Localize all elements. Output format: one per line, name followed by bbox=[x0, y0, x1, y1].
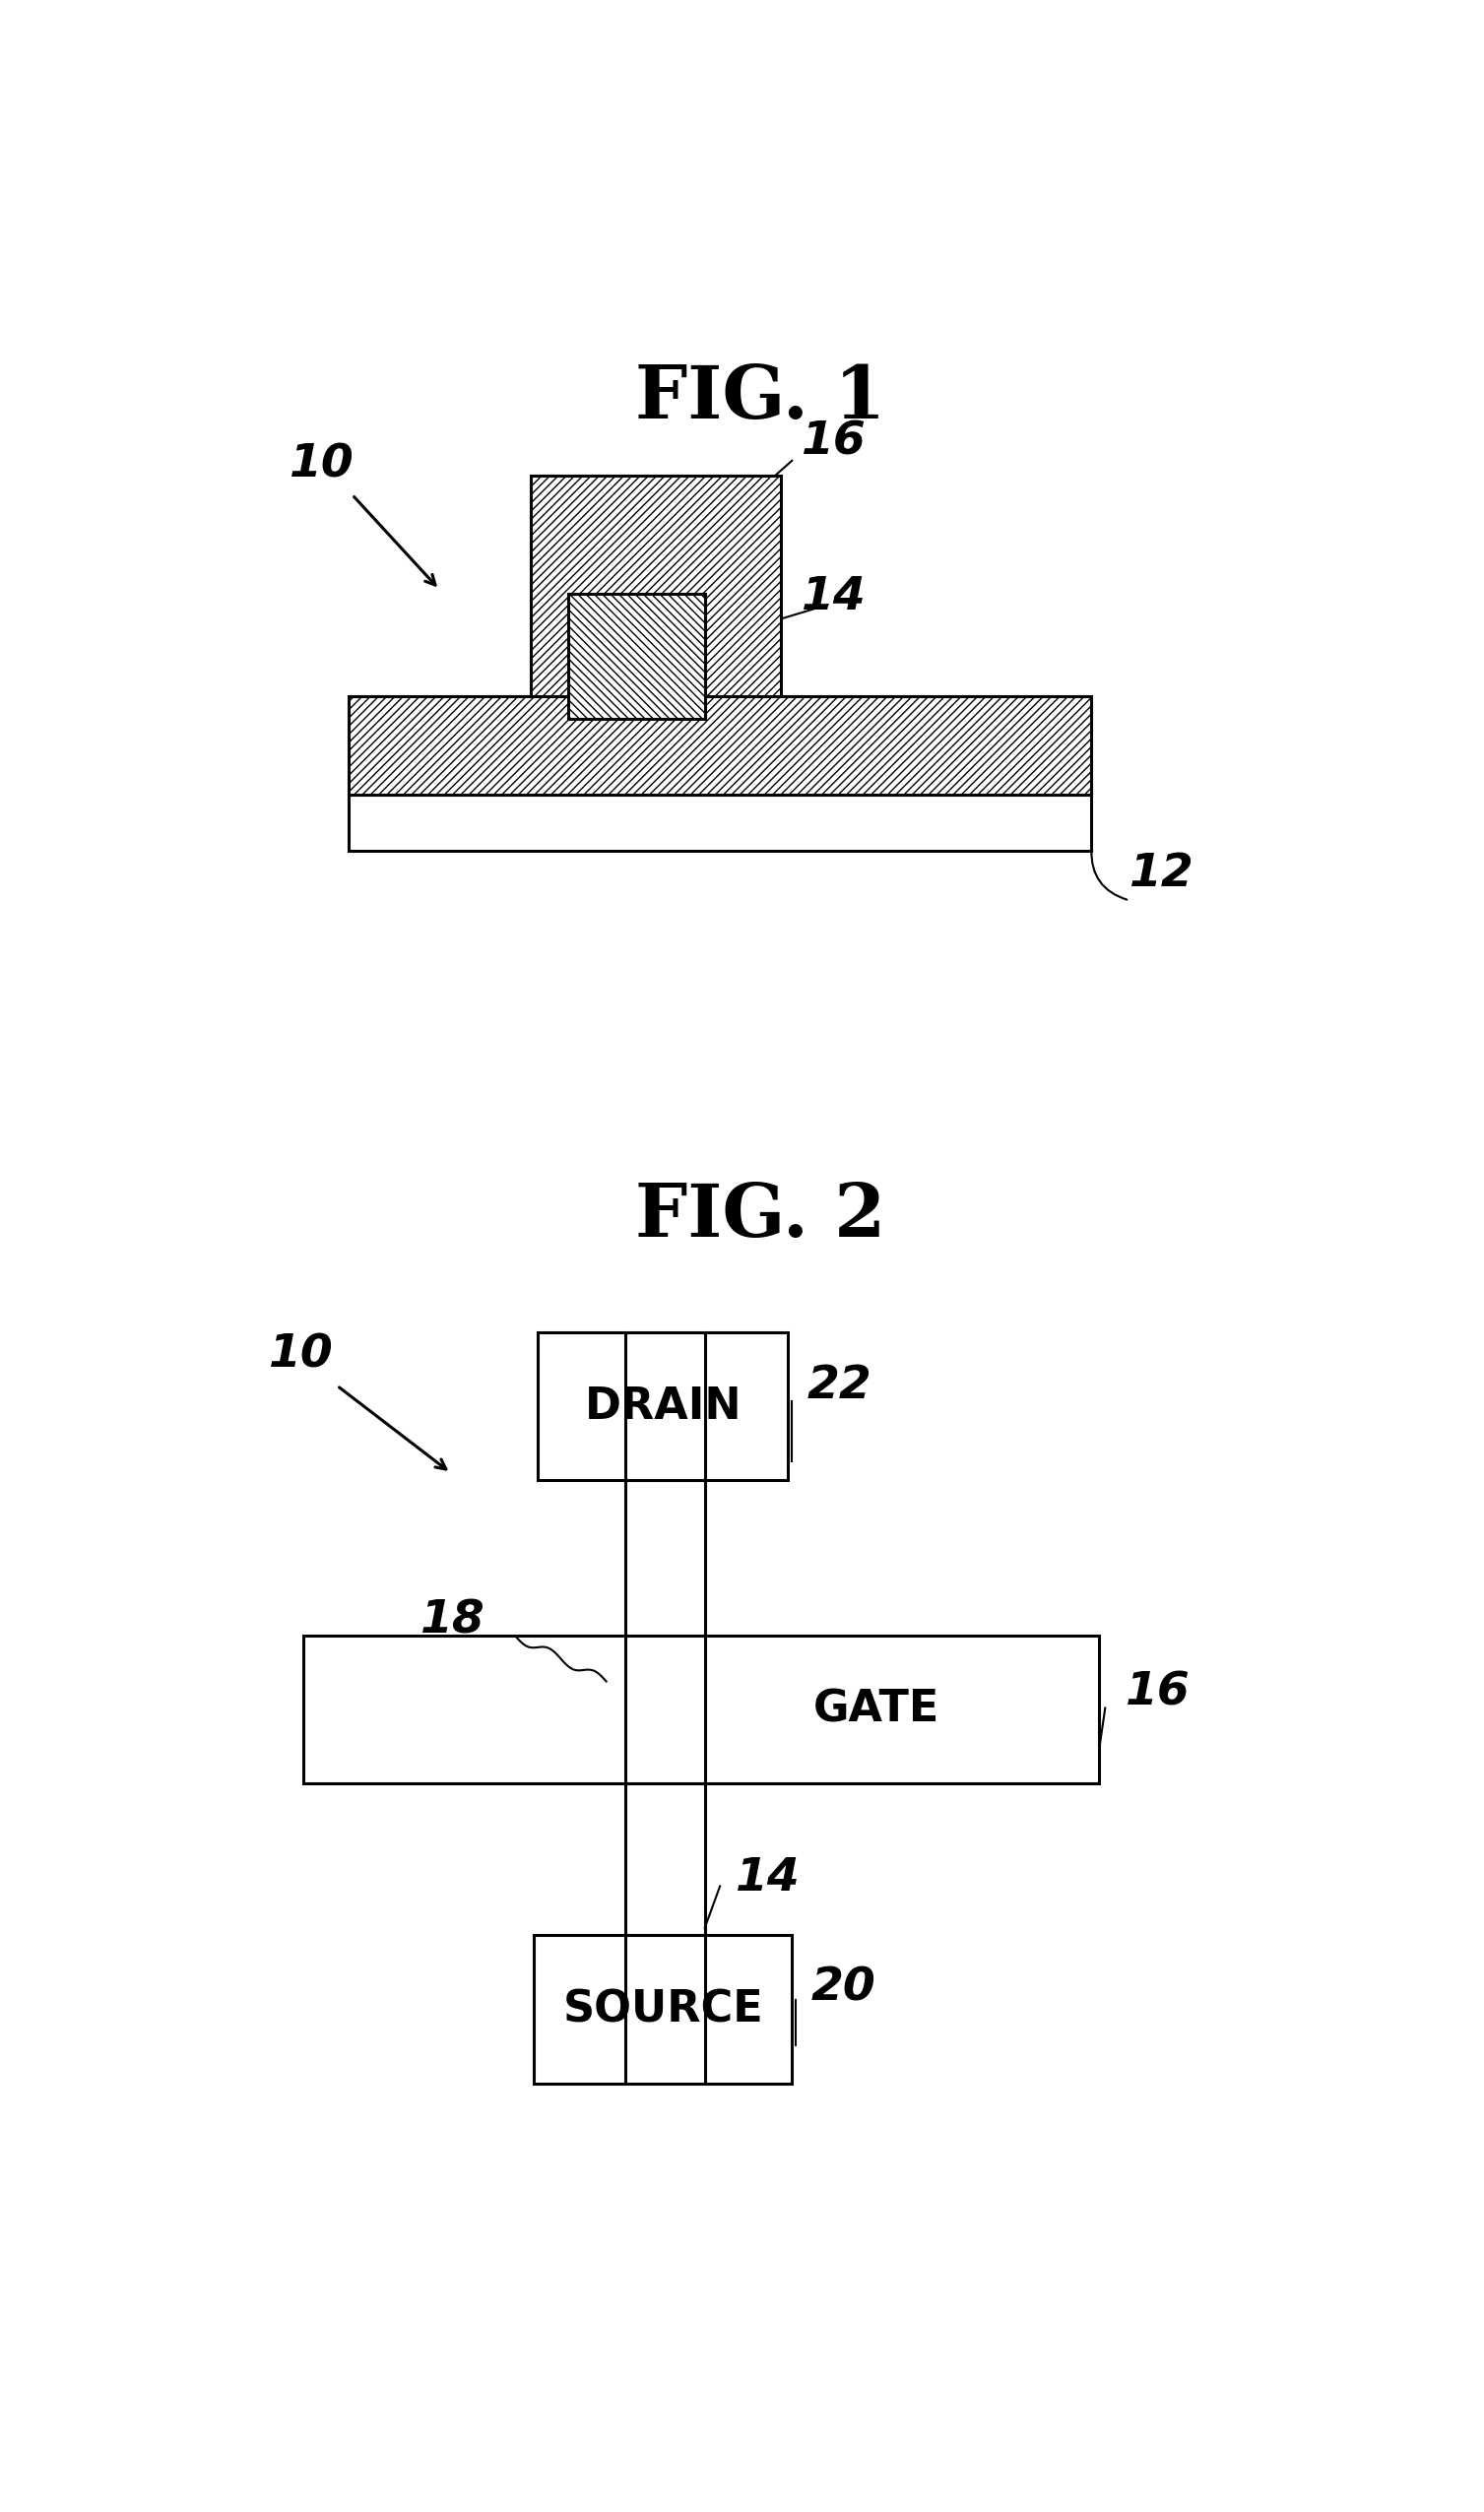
Bar bbox=[534, 1934, 792, 2082]
Text: 18: 18 bbox=[420, 1598, 485, 1643]
Bar bbox=[349, 696, 1092, 794]
Text: 16: 16 bbox=[1126, 1670, 1190, 1716]
Bar bbox=[530, 475, 781, 696]
Text: 10: 10 bbox=[289, 442, 355, 487]
Text: 20: 20 bbox=[810, 1967, 876, 2010]
Bar bbox=[625, 1480, 705, 1934]
Text: 16: 16 bbox=[801, 420, 867, 465]
Text: 12: 12 bbox=[1129, 852, 1195, 897]
Text: 14: 14 bbox=[801, 575, 867, 620]
Bar bbox=[568, 593, 705, 718]
Text: 22: 22 bbox=[807, 1364, 873, 1407]
Text: DRAIN: DRAIN bbox=[585, 1387, 742, 1427]
Text: FIG. 1: FIG. 1 bbox=[635, 362, 886, 435]
Text: FIG. 2: FIG. 2 bbox=[635, 1181, 886, 1253]
Text: 14: 14 bbox=[735, 1856, 800, 1902]
Bar bbox=[349, 794, 1092, 852]
Text: GATE: GATE bbox=[813, 1688, 939, 1731]
Text: SOURCE: SOURCE bbox=[562, 1987, 763, 2030]
Bar bbox=[303, 1635, 1100, 1784]
Text: 10: 10 bbox=[269, 1334, 334, 1377]
Bar bbox=[539, 1334, 788, 1480]
